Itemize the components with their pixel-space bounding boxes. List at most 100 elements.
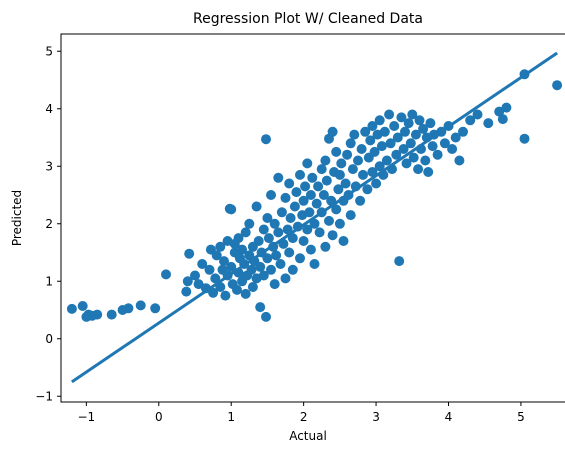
data-point bbox=[381, 155, 392, 166]
data-point bbox=[320, 241, 331, 252]
x-tick-label: −1 bbox=[77, 410, 95, 424]
x-tick-label: 4 bbox=[445, 410, 453, 424]
data-point bbox=[309, 218, 320, 229]
data-point bbox=[314, 227, 325, 238]
data-point bbox=[282, 224, 293, 235]
data-point bbox=[331, 146, 342, 157]
data-point bbox=[210, 273, 221, 284]
data-point bbox=[333, 184, 344, 195]
data-point bbox=[305, 244, 316, 255]
data-point bbox=[367, 167, 378, 177]
data-point bbox=[396, 112, 407, 123]
data-point bbox=[369, 146, 380, 157]
data-point bbox=[271, 250, 282, 261]
data-point bbox=[273, 172, 284, 183]
data-point bbox=[427, 141, 438, 152]
data-point bbox=[362, 184, 373, 195]
data-point bbox=[184, 248, 195, 259]
data-point bbox=[266, 190, 276, 200]
data-point bbox=[327, 230, 338, 241]
data-point bbox=[304, 207, 315, 218]
data-point bbox=[410, 129, 421, 140]
data-point bbox=[285, 213, 296, 223]
data-point bbox=[367, 121, 378, 131]
x-axis: −1 0 1 2 3 4 5 bbox=[77, 402, 525, 424]
data-point bbox=[418, 123, 429, 134]
data-point bbox=[439, 138, 450, 149]
data-point bbox=[233, 233, 244, 244]
data-point bbox=[240, 227, 251, 238]
data-point bbox=[400, 126, 410, 137]
data-point bbox=[269, 279, 280, 290]
data-point bbox=[497, 114, 508, 125]
data-point bbox=[519, 133, 530, 144]
x-tick-label: 5 bbox=[517, 410, 525, 424]
data-point bbox=[450, 132, 461, 143]
data-point bbox=[208, 287, 219, 298]
data-point bbox=[240, 288, 251, 299]
data-point bbox=[483, 118, 494, 129]
x-tick-label: 3 bbox=[372, 410, 380, 424]
data-point bbox=[258, 224, 269, 235]
data-point bbox=[420, 155, 431, 166]
data-point bbox=[300, 181, 311, 192]
data-point bbox=[181, 286, 192, 297]
data-point bbox=[150, 303, 161, 314]
data-point bbox=[255, 302, 266, 313]
data-point bbox=[376, 141, 387, 152]
data-point bbox=[345, 210, 356, 221]
data-point bbox=[291, 187, 302, 198]
data-point bbox=[355, 195, 366, 206]
data-point bbox=[356, 144, 367, 154]
data-point bbox=[472, 109, 483, 120]
data-point bbox=[327, 126, 338, 137]
scatter-points bbox=[66, 69, 563, 322]
data-point bbox=[311, 198, 322, 209]
data-point bbox=[262, 213, 273, 223]
data-point bbox=[232, 284, 242, 295]
data-point bbox=[261, 311, 271, 322]
data-point bbox=[307, 172, 318, 183]
x-tick-label: 2 bbox=[300, 410, 308, 424]
data-point bbox=[389, 121, 400, 131]
data-point bbox=[384, 109, 395, 120]
data-point bbox=[289, 201, 300, 212]
data-point bbox=[501, 102, 512, 113]
data-point bbox=[320, 155, 331, 166]
data-point bbox=[266, 264, 276, 275]
data-point bbox=[338, 236, 349, 246]
data-point bbox=[360, 126, 371, 137]
data-point bbox=[401, 158, 412, 169]
x-tick-label: 0 bbox=[155, 410, 163, 424]
data-point bbox=[371, 178, 382, 189]
data-point bbox=[280, 192, 291, 203]
data-point bbox=[334, 218, 345, 229]
data-point bbox=[398, 144, 409, 154]
data-point bbox=[215, 241, 226, 252]
data-point bbox=[413, 164, 424, 175]
data-point bbox=[324, 215, 334, 226]
y-axis: −1 0 1 2 3 4 5 bbox=[35, 44, 61, 403]
data-point bbox=[340, 178, 351, 189]
data-point bbox=[302, 224, 313, 235]
data-point bbox=[284, 247, 295, 258]
data-point bbox=[258, 270, 269, 281]
data-point bbox=[255, 261, 266, 272]
data-point bbox=[211, 250, 222, 261]
data-point bbox=[405, 138, 416, 149]
data-point bbox=[334, 169, 345, 180]
data-point bbox=[408, 152, 419, 163]
data-point bbox=[263, 233, 274, 244]
data-point bbox=[345, 138, 356, 149]
data-point bbox=[394, 256, 405, 267]
data-point bbox=[313, 181, 324, 192]
data-point bbox=[374, 115, 385, 126]
data-point bbox=[365, 135, 376, 146]
data-point bbox=[276, 207, 287, 218]
data-point bbox=[305, 190, 316, 200]
data-point bbox=[552, 80, 563, 91]
y-tick-label: 1 bbox=[45, 274, 53, 288]
data-point bbox=[287, 264, 298, 275]
data-point bbox=[193, 279, 204, 290]
plot-frame bbox=[60, 33, 565, 403]
